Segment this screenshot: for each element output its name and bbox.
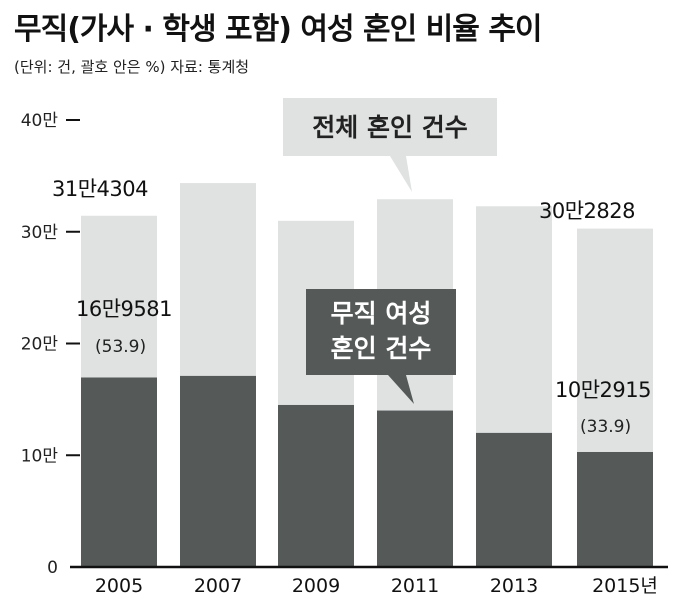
y-tick-label-2: 20만 [21,335,59,355]
callout-unemp-box [306,289,456,375]
bar-unemployed-4 [476,432,552,567]
callout-total-box [283,98,497,156]
callout-unemp-pointer [388,375,414,404]
x-tick-label-0: 2005 [95,575,143,597]
y-tick-label-1: 10만 [21,446,59,466]
callout-total: 전체 혼인 건수 [283,98,497,192]
bar-unemployed-0 [81,377,157,567]
label-unemp-2015: 10만2915 [555,378,651,402]
x-tick-label-5: 2015년 [592,575,658,597]
bar-unemployed-3 [377,410,453,567]
x-tick-label-4: 2013 [490,575,538,597]
bar-unemployed-2 [278,404,354,567]
label-total-2015: 30만2828 [539,199,635,223]
label-pct-2005: (53.9) [95,337,146,357]
x-tick-label-3: 2011 [391,575,439,597]
bar-unemployed-1 [180,375,256,567]
x-tick-label-2: 2009 [292,575,340,597]
callout-unemp: 무직 여성 혼인 건수 [306,289,456,404]
x-tick-label-1: 2007 [194,575,242,597]
callout-unemp-text-1: 무직 여성 [331,299,432,328]
y-tick-label-0: 0 [47,558,58,578]
callout-unemp-text-2: 혼인 건수 [331,334,432,363]
chart-title: 무직(가사 · 학생 포함) 여성 혼인 비율 추이 [14,12,543,47]
bar-unemployed-5 [577,451,653,567]
callout-total-pointer [390,156,412,192]
y-tick-label-4: 40만 [21,111,59,131]
label-total-2005: 31만4304 [52,177,148,201]
label-unemp-2005: 16만9581 [76,297,172,321]
chart-subtitle: (단위: 건, 괄호 안은 %) 자료: 통계청 [14,58,250,76]
y-tick-label-3: 30만 [21,223,59,243]
label-pct-2015: (33.9) [580,417,631,437]
callout-total-text: 전체 혼인 건수 [312,113,467,142]
